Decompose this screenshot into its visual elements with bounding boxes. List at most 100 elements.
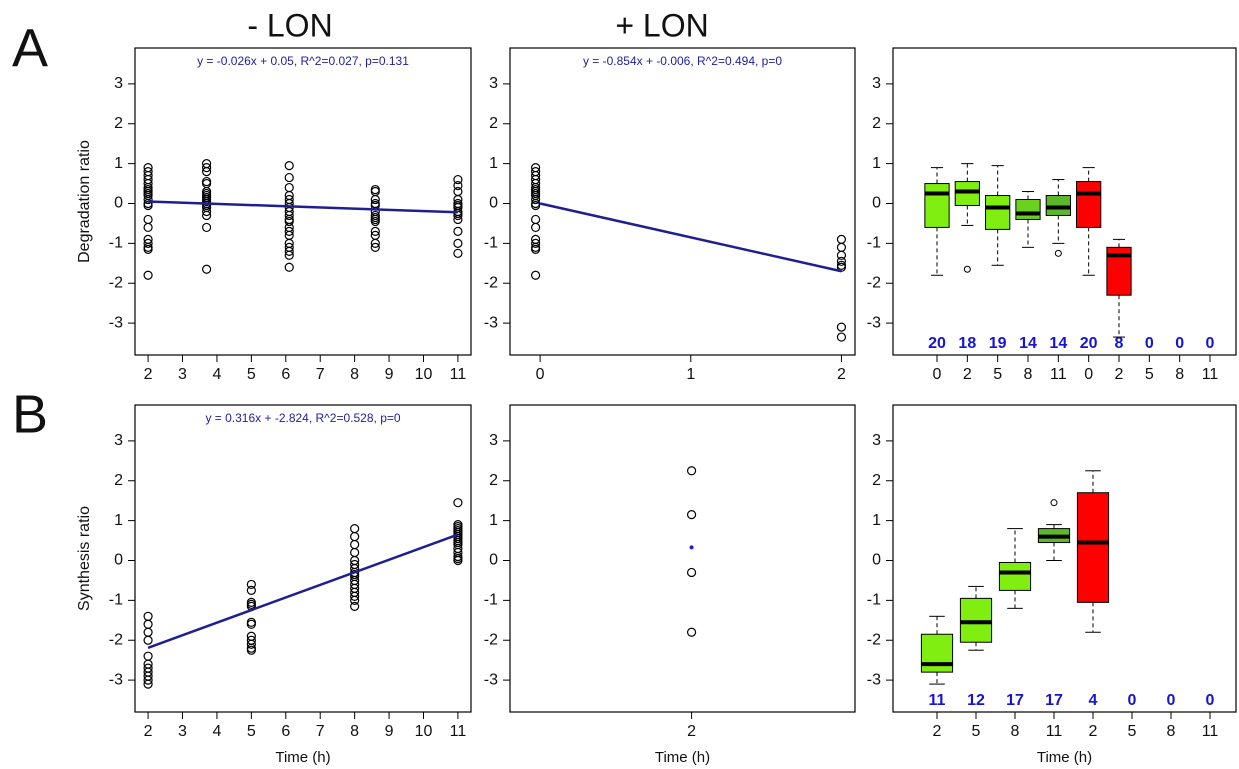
count-label: 8	[1115, 335, 1124, 352]
point	[531, 200, 541, 211]
x-tick-label: 11	[1202, 366, 1219, 383]
count-label: 0	[1206, 692, 1215, 709]
x-tick-label: 10	[415, 723, 433, 740]
x-tick-label: 6	[281, 723, 290, 740]
point	[246, 619, 256, 629]
y-tick-label: 3	[489, 432, 498, 449]
point	[836, 322, 847, 332]
point	[531, 238, 541, 248]
x-tick-label: 0	[536, 366, 545, 383]
point	[202, 163, 212, 173]
point	[350, 539, 360, 550]
point	[686, 567, 697, 578]
point	[143, 619, 153, 629]
box	[1015, 199, 1041, 220]
y-tick-label: 3	[114, 432, 123, 449]
x-tick-label: 3	[178, 366, 187, 383]
y-tick-label: -1	[484, 235, 498, 252]
point	[284, 262, 294, 272]
point	[370, 238, 380, 248]
count-label: 18	[958, 335, 976, 352]
point	[350, 523, 360, 534]
point	[370, 242, 380, 252]
y-tick-label: -3	[867, 314, 881, 331]
x-tick-label: 11	[1202, 723, 1219, 740]
panel-label: A	[12, 18, 48, 78]
count-label: 12	[967, 692, 985, 709]
x-tick-label: 8	[1167, 723, 1176, 740]
plot-frame	[134, 404, 472, 713]
count-label: 0	[1167, 692, 1176, 709]
point	[453, 174, 463, 185]
point	[284, 226, 294, 237]
point	[143, 679, 153, 689]
point	[453, 498, 463, 508]
y-tick-label: -3	[109, 671, 123, 688]
x-tick-label: 11	[1046, 723, 1063, 740]
x-tick-label: 6	[281, 366, 290, 383]
x-axis-label: Time (h)	[655, 749, 710, 766]
y-tick-label: -3	[109, 314, 123, 331]
y-tick-label: -2	[484, 631, 498, 648]
x-tick-label: 2	[963, 366, 972, 383]
x-tick-label: 8	[350, 366, 359, 383]
y-tick-label: 0	[872, 195, 881, 212]
point	[143, 200, 153, 211]
count-label: 17	[1006, 692, 1024, 709]
plot-frame	[509, 47, 856, 356]
point	[202, 206, 212, 217]
annotation: y = -0.854x + -0.006, R^2=0.494, p=0	[583, 54, 782, 68]
x-axis-label: Time (h)	[275, 749, 330, 766]
x-tick-label: 2	[933, 723, 942, 740]
outlier	[1054, 249, 1062, 257]
y-tick-label: -1	[867, 235, 881, 252]
point	[453, 238, 463, 248]
outlier	[1050, 499, 1058, 507]
x-tick-label: 8	[1024, 366, 1033, 383]
x-tick-label: 8	[1011, 723, 1020, 740]
y-tick-label: -3	[484, 671, 498, 688]
count-label: 0	[1175, 335, 1184, 352]
x-tick-label: 5	[1145, 366, 1154, 383]
column-title: + LON	[615, 7, 708, 43]
x-tick-label: 9	[385, 723, 394, 740]
y-tick-label: 3	[872, 432, 881, 449]
x-tick-label: 7	[316, 366, 325, 383]
point	[143, 270, 153, 280]
x-tick-label: 3	[178, 723, 187, 740]
y-tick-label: 0	[489, 552, 498, 569]
x-tick-label: 4	[212, 723, 221, 740]
y-tick-label: 1	[489, 512, 498, 529]
x-tick-label: 2	[144, 366, 153, 383]
point	[284, 210, 294, 221]
panel-label: B	[12, 384, 48, 444]
y-tick-label: -2	[484, 274, 498, 291]
y-tick-label: 3	[872, 75, 881, 92]
point	[689, 545, 694, 550]
y-tick-label: -2	[109, 631, 123, 648]
x-tick-label: 1	[686, 366, 695, 383]
x-tick-label: 5	[972, 723, 981, 740]
point	[350, 531, 360, 542]
y-tick-label: 2	[872, 115, 881, 132]
point	[453, 248, 463, 258]
x-tick-label: 11	[450, 366, 467, 383]
column-title: - LON	[247, 7, 332, 43]
point	[350, 547, 360, 558]
point	[453, 186, 463, 197]
point	[143, 238, 153, 248]
x-tick-label: 2	[144, 723, 153, 740]
y-tick-label: -1	[109, 592, 123, 609]
y-tick-label: -2	[867, 274, 881, 291]
y-tick-label: 0	[489, 195, 498, 212]
point	[284, 182, 294, 193]
point	[143, 627, 153, 637]
point	[143, 635, 153, 645]
point	[143, 611, 153, 621]
point	[836, 262, 847, 272]
point	[836, 242, 847, 252]
y-tick-label: 2	[489, 115, 498, 132]
x-axis-label: Time (h)	[1037, 749, 1092, 766]
point	[836, 332, 847, 342]
y-tick-label: -1	[484, 592, 498, 609]
